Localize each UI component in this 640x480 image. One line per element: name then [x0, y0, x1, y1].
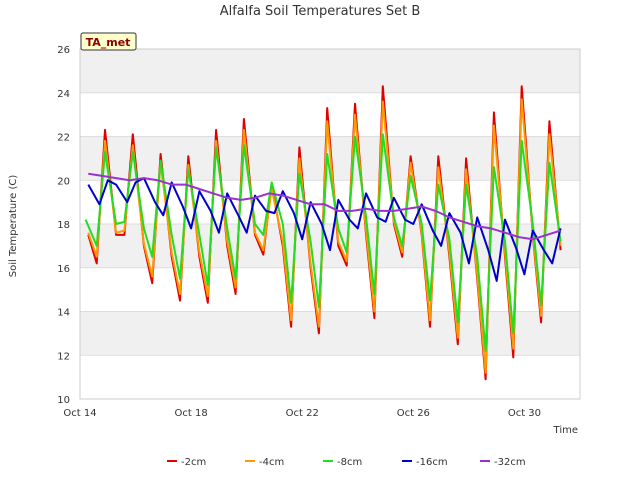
series-line — [87, 177, 562, 282]
x-axis-label: Time — [553, 425, 578, 436]
legend-label: -8cm — [337, 457, 362, 468]
x-tick-label: Oct 30 — [508, 408, 541, 419]
chart-title: Alfalfa Soil Temperatures Set B — [220, 4, 421, 19]
y-axis-label: Soil Temperature (C) — [8, 175, 19, 278]
y-axis-ticks: 10 12 14 16 18 20 22 24 26 — [57, 45, 70, 406]
legend-item: -2cm — [167, 457, 206, 468]
y-tick-label: 10 — [57, 395, 70, 406]
x-axis-ticks: Oct 14 Oct 18 Oct 22 Oct 26 Oct 30 — [63, 408, 541, 419]
legend-label: -2cm — [181, 457, 206, 468]
plot-frame — [79, 48, 581, 400]
legend-label: -4cm — [259, 457, 284, 468]
x-tick-label: Oct 18 — [175, 408, 208, 419]
legend-item: -4cm — [245, 457, 284, 468]
x-tick-label: Oct 14 — [63, 408, 96, 419]
plot-band — [80, 311, 580, 356]
series-layer — [84, 85, 562, 381]
legend: -2cm -4cm -8cm -16cm -32cm — [167, 457, 526, 468]
y-tick-label: 26 — [57, 45, 70, 56]
y-tick-label: 20 — [57, 176, 70, 187]
x-tick-label: Oct 26 — [397, 408, 430, 419]
y-tick-label: 24 — [57, 89, 70, 100]
x-tick-label: Oct 22 — [286, 408, 319, 419]
ta-met-badge: TA_met — [80, 32, 137, 51]
legend-item: -16cm — [402, 457, 448, 468]
badge-box — [80, 32, 137, 51]
badge-label: TA_met — [86, 36, 131, 49]
y-tick-label: 14 — [57, 308, 70, 319]
legend-label: -32cm — [494, 457, 526, 468]
y-tick-label: 18 — [57, 220, 70, 231]
y-tick-label: 12 — [57, 351, 70, 362]
y-tick-label: 16 — [57, 264, 70, 275]
legend-label: -16cm — [416, 457, 448, 468]
legend-item: -8cm — [323, 457, 362, 468]
plot-band — [80, 49, 580, 93]
y-tick-label: 22 — [57, 133, 70, 144]
legend-item: -32cm — [480, 457, 526, 468]
series-line — [88, 172, 561, 241]
